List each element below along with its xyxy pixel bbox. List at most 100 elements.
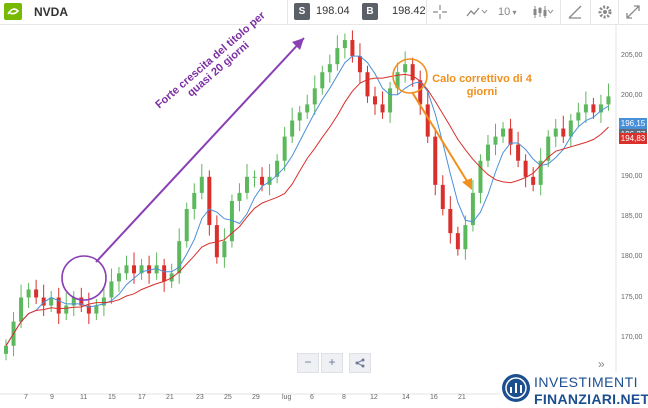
gear-icon[interactable]	[597, 4, 613, 20]
toolbar: NVDA S 198.04 B 198.42 10 ▾	[0, 0, 648, 25]
trend-arrow-head	[292, 38, 304, 50]
candle-body	[493, 136, 498, 145]
candle-body	[583, 104, 588, 113]
nvidia-logo-icon	[4, 3, 22, 20]
zoom-out-button[interactable]: −	[297, 353, 319, 373]
candle-body	[312, 88, 317, 105]
price-chart[interactable]	[0, 24, 648, 408]
x-tick-label: 25	[224, 394, 232, 401]
buy-button[interactable]: B	[362, 3, 378, 20]
candle-body	[162, 265, 167, 282]
x-tick-label: 9	[50, 394, 54, 401]
candle-body	[116, 273, 121, 282]
candle-body	[501, 128, 506, 137]
x-tick-label: 11	[80, 394, 88, 401]
y-tick-label: 200,00	[621, 92, 643, 100]
candle-body	[327, 64, 332, 73]
candlestick-icon[interactable]	[532, 4, 554, 20]
y-tick-label: 170,00	[621, 333, 643, 341]
ticker-symbol: NVDA	[34, 5, 69, 19]
candle-body	[523, 160, 528, 177]
brand-logo: INVESTIMENTI FINANZIARI.NET	[500, 372, 648, 408]
zoom-in-button[interactable]: +	[321, 353, 343, 373]
divider	[560, 0, 561, 24]
candle-body	[516, 144, 521, 161]
candle-body	[237, 192, 242, 201]
share-icon	[355, 358, 365, 368]
x-tick-label: lug	[282, 394, 292, 401]
x-tick-label: 15	[108, 394, 116, 401]
candle-body	[561, 128, 566, 137]
x-tick-label: 7	[24, 394, 28, 401]
price-tag: 196,15	[619, 118, 647, 130]
timeframe-dropdown[interactable]: 10 ▾	[498, 4, 517, 20]
trend-arrow	[95, 37, 305, 263]
y-tick-label: 175,00	[621, 293, 643, 301]
candle-body	[373, 96, 378, 105]
x-tick-label: 12	[370, 394, 378, 401]
candle-body	[109, 281, 114, 298]
x-tick-label: 21	[458, 394, 466, 401]
candle-body	[199, 176, 204, 193]
candle-body	[470, 192, 475, 226]
candle-body	[94, 305, 99, 314]
sell-price: 198.04	[316, 5, 350, 17]
candle-body	[184, 209, 189, 242]
candle-body	[192, 192, 197, 209]
candle-body	[56, 297, 61, 314]
candle-body	[357, 56, 362, 73]
candle-body	[305, 104, 310, 113]
x-tick-label: 14	[402, 394, 410, 401]
candle-body	[267, 176, 272, 185]
share-button[interactable]	[349, 353, 371, 373]
annotation-correction: Calo correttivo di 4 giorni	[432, 73, 532, 98]
divider	[618, 0, 619, 24]
x-tick-label: 21	[166, 394, 174, 401]
candle-body	[433, 136, 438, 185]
candle-body	[297, 112, 302, 121]
correction-arrow	[411, 91, 471, 187]
candle-body	[418, 80, 423, 105]
y-tick-label: 185,00	[621, 213, 643, 221]
moving-average-line	[5, 73, 609, 347]
x-tick-label: 23	[196, 394, 204, 401]
candle-body	[177, 241, 182, 274]
candle-body	[229, 200, 234, 242]
candle-body	[132, 265, 137, 274]
correction-arrow-head	[462, 178, 472, 190]
candle-body	[139, 265, 144, 274]
candle-body	[576, 112, 581, 121]
candle-body	[508, 128, 513, 145]
candle-body	[49, 297, 54, 306]
draw-icon[interactable]	[567, 4, 583, 20]
candle-body	[86, 305, 91, 314]
candle-body	[410, 64, 415, 81]
y-tick-label: 190,00	[621, 172, 643, 180]
candle-body	[275, 160, 280, 177]
candle-body	[214, 225, 219, 258]
candle-body	[380, 104, 385, 113]
line-chart-icon[interactable]	[466, 4, 488, 20]
candle-body	[19, 297, 24, 322]
expand-icon[interactable]	[625, 4, 641, 20]
candle-body	[79, 297, 84, 306]
y-tick-label: 205,00	[621, 52, 643, 60]
candle-body	[531, 176, 536, 185]
scroll-right-icon[interactable]: »	[598, 357, 605, 371]
brand-icon	[502, 374, 530, 402]
candle-body	[26, 289, 31, 298]
candle-body	[244, 176, 249, 193]
sell-button[interactable]: S	[294, 3, 310, 20]
annotation-circle	[392, 58, 428, 94]
candle-body	[350, 40, 355, 57]
candle-body	[252, 176, 257, 178]
candle-body	[207, 176, 212, 226]
crosshair-icon[interactable]	[432, 4, 448, 20]
candle-body	[64, 305, 69, 314]
y-tick-label: 180,00	[621, 253, 643, 261]
candle-body	[463, 225, 468, 250]
x-tick-label: 17	[138, 394, 146, 401]
annotation-circle	[61, 255, 107, 301]
divider	[426, 0, 427, 24]
buy-price: 198.42	[392, 5, 426, 17]
